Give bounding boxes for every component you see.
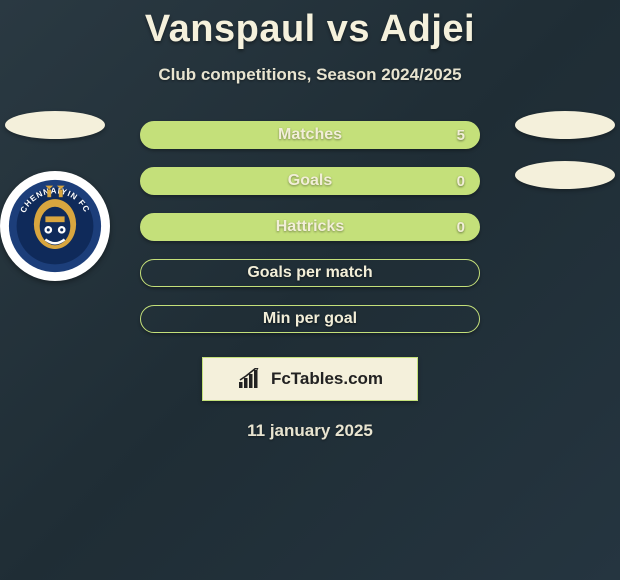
stat-label: Hattricks	[276, 218, 344, 236]
chennaiyin-fc-logo-icon: CHENNAIYIN FC	[7, 178, 103, 274]
date-label: 11 january 2025	[0, 421, 620, 441]
stat-label: Matches	[278, 126, 342, 144]
club-badge-left: CHENNAIYIN FC	[0, 171, 110, 281]
stat-label: Goals	[288, 172, 332, 190]
left-player-column: CHENNAIYIN FC	[0, 111, 110, 281]
bar-chart-icon	[237, 368, 265, 390]
subtitle: Club competitions, Season 2024/2025	[0, 65, 620, 85]
stat-value-right: 5	[457, 127, 465, 144]
stat-row-min-per-goal: Min per goal	[140, 305, 480, 333]
main-content: CHENNAIYIN FC Matches 5	[0, 121, 620, 441]
player-photo-placeholder-left	[5, 111, 105, 139]
stat-row-goals-per-match: Goals per match	[140, 259, 480, 287]
stat-label: Min per goal	[263, 310, 357, 328]
stat-row-hattricks: Hattricks 0	[140, 213, 480, 241]
brand-label: FcTables.com	[271, 369, 383, 389]
brand-box[interactable]: FcTables.com	[202, 357, 418, 401]
stat-row-goals: Goals 0	[140, 167, 480, 195]
stat-value-right: 0	[457, 219, 465, 236]
stat-label: Goals per match	[247, 264, 372, 282]
stat-value-right: 0	[457, 173, 465, 190]
right-player-column	[510, 111, 620, 211]
player-photo-placeholder-right-2	[515, 161, 615, 189]
stats-list: Matches 5 Goals 0 Hattricks 0 Goals per …	[140, 121, 480, 333]
stat-row-matches: Matches 5	[140, 121, 480, 149]
page-title: Vanspaul vs Adjei	[0, 0, 620, 51]
player-photo-placeholder-right-1	[515, 111, 615, 139]
